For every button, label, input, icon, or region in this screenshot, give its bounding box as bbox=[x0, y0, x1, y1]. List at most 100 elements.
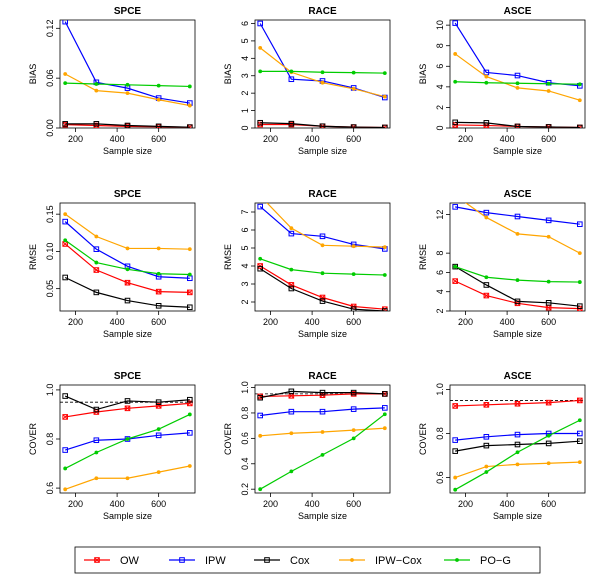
y-tick-label: 8 bbox=[435, 251, 445, 256]
y-tick-label: 7 bbox=[240, 209, 250, 214]
series-line bbox=[454, 419, 581, 491]
data-point bbox=[453, 264, 458, 269]
panel-6: SPCE 200 400 600 0.6 0.8 1.0 Sample size COVER bbox=[28, 371, 196, 521]
data-point bbox=[319, 389, 326, 396]
series-line bbox=[455, 121, 580, 128]
y-tick-label: 0.10 bbox=[45, 243, 55, 261]
series-line bbox=[464, 203, 581, 254]
data-point bbox=[62, 274, 68, 281]
x-tick-label: 600 bbox=[346, 317, 361, 327]
legend-label: Cox bbox=[290, 555, 310, 567]
data-point bbox=[320, 70, 325, 75]
data-point bbox=[94, 260, 99, 265]
data-point bbox=[288, 76, 295, 83]
data-point bbox=[350, 406, 357, 412]
series-line bbox=[260, 122, 385, 128]
data-point bbox=[62, 218, 68, 225]
data-point bbox=[545, 440, 552, 447]
series-line bbox=[260, 390, 385, 399]
y-tick-label: 0.6 bbox=[45, 482, 55, 495]
data-point bbox=[62, 20, 68, 25]
data-point bbox=[94, 476, 99, 481]
x-tick-label: 400 bbox=[110, 134, 125, 144]
panel-title: ASCE bbox=[504, 189, 532, 200]
data-point bbox=[577, 430, 583, 437]
series-area bbox=[257, 388, 388, 492]
data-point bbox=[289, 267, 294, 272]
x-tick-label: 600 bbox=[151, 499, 166, 509]
data-point bbox=[93, 246, 100, 252]
panel-0: SPCE 200 400 600 0.00 0.06 0.12 Sample size BIAS bbox=[28, 6, 196, 156]
data-point bbox=[155, 302, 162, 309]
data-point bbox=[155, 288, 162, 295]
plot-frame bbox=[449, 202, 586, 312]
data-point bbox=[124, 398, 131, 404]
x-axis-label: Sample size bbox=[103, 329, 152, 339]
x-tick-label: 200 bbox=[458, 317, 473, 327]
data-point bbox=[62, 121, 68, 127]
y-tick-label: 2 bbox=[435, 308, 445, 313]
data-point bbox=[63, 466, 68, 471]
data-point bbox=[288, 388, 295, 395]
x-tick-label: 200 bbox=[263, 499, 278, 509]
data-point bbox=[577, 418, 582, 423]
data-point bbox=[350, 389, 357, 396]
data-point bbox=[320, 80, 325, 85]
data-point bbox=[577, 98, 582, 103]
data-point bbox=[258, 256, 263, 261]
data-point bbox=[546, 279, 551, 284]
data-point bbox=[483, 120, 490, 126]
data-point bbox=[187, 396, 193, 403]
y-tick-label: 0.8 bbox=[45, 433, 55, 446]
data-point bbox=[577, 303, 583, 309]
panel-title: SPCE bbox=[114, 6, 142, 17]
series-area bbox=[62, 20, 193, 128]
data-point bbox=[187, 272, 192, 277]
data-point bbox=[382, 391, 388, 397]
y-tick-label: 6 bbox=[240, 227, 250, 232]
series-line bbox=[64, 221, 190, 279]
data-point bbox=[577, 280, 582, 284]
x-tick-label: 400 bbox=[305, 134, 320, 144]
panel-1: RACE 200 400 600 0 1 2 3 4 5 6 Sample size BIAS bbox=[223, 6, 391, 156]
x-axis-label: Sample size bbox=[298, 146, 347, 156]
x-tick-label: 600 bbox=[151, 134, 166, 144]
y-axis-label: RMSE bbox=[223, 244, 233, 270]
data-point bbox=[382, 245, 387, 250]
series-area bbox=[452, 20, 583, 128]
data-point bbox=[483, 209, 490, 216]
data-point bbox=[545, 300, 552, 306]
panel-title: RACE bbox=[308, 371, 337, 382]
x-tick-label: 200 bbox=[68, 499, 83, 509]
data-point bbox=[94, 234, 99, 239]
plot-frame bbox=[254, 19, 391, 129]
series-line bbox=[65, 123, 190, 128]
data-point bbox=[124, 279, 131, 286]
data-point bbox=[319, 233, 326, 240]
x-axis-label: Sample size bbox=[493, 146, 542, 156]
data-point bbox=[351, 436, 356, 441]
series-line bbox=[455, 440, 580, 452]
data-point bbox=[452, 204, 458, 210]
y-tick-label: 0.4 bbox=[240, 458, 250, 471]
series-line bbox=[454, 53, 580, 101]
series-line bbox=[64, 276, 190, 308]
data-point bbox=[452, 263, 458, 270]
data-point bbox=[351, 70, 356, 75]
x-tick-label: 400 bbox=[110, 499, 125, 509]
data-point bbox=[187, 84, 192, 89]
data-point bbox=[63, 212, 68, 217]
data-point bbox=[187, 289, 193, 296]
data-point bbox=[289, 69, 294, 74]
data-point bbox=[382, 405, 388, 411]
data-point bbox=[351, 244, 356, 249]
data-point bbox=[515, 85, 520, 90]
y-tick-label: 5 bbox=[240, 38, 250, 43]
y-tick-label: 10 bbox=[435, 20, 445, 30]
series-line bbox=[64, 213, 190, 250]
data-point bbox=[514, 213, 521, 220]
data-point bbox=[187, 247, 192, 252]
data-point bbox=[289, 431, 294, 436]
data-point bbox=[452, 278, 458, 284]
data-point bbox=[545, 217, 552, 224]
